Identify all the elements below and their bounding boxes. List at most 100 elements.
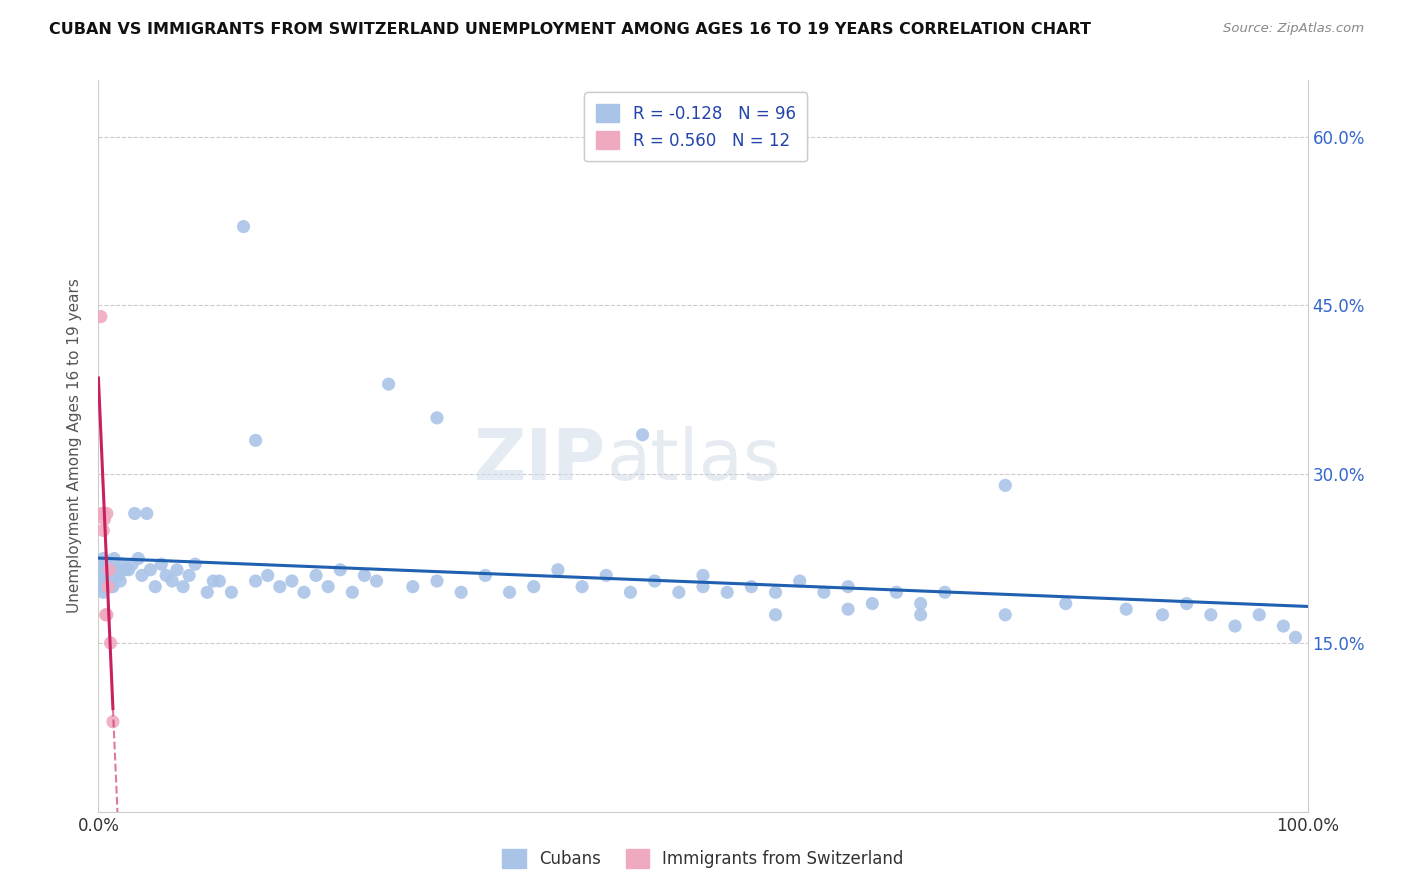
Point [837, 602, 859, 616]
Point [208, 574, 231, 588]
Point [619, 585, 641, 599]
Point [100, 563, 122, 577]
Point [402, 580, 425, 594]
Point [1223, 619, 1246, 633]
Point [103, 551, 125, 566]
Point [1175, 597, 1198, 611]
Point [1152, 607, 1174, 622]
Point [91, 580, 114, 594]
Point [172, 580, 194, 594]
Legend: R = -0.128   N = 96, R = 0.560   N = 12: R = -0.128 N = 96, R = 0.560 N = 12 [585, 92, 807, 161]
Point [245, 574, 267, 588]
Point [1272, 619, 1295, 633]
Point [377, 377, 399, 392]
Point [94, 607, 117, 622]
Point [118, 563, 141, 577]
Point [668, 585, 690, 599]
Point [91, 507, 114, 521]
Point [474, 568, 496, 582]
Point [89, 568, 111, 582]
Point [101, 580, 124, 594]
Point [131, 568, 153, 582]
Point [342, 585, 364, 599]
Point [90, 563, 112, 577]
Point [256, 568, 278, 582]
Point [232, 219, 254, 234]
Point [329, 563, 352, 577]
Point [124, 507, 146, 521]
Point [90, 557, 112, 571]
Point [692, 568, 714, 582]
Point [426, 574, 449, 588]
Point [96, 507, 118, 521]
Text: ZIP: ZIP [474, 426, 606, 495]
Point [91, 524, 114, 538]
Point [269, 580, 291, 594]
Point [94, 574, 117, 588]
Point [837, 580, 859, 594]
Point [221, 585, 243, 599]
Point [93, 568, 115, 582]
Point [91, 574, 114, 588]
Point [994, 607, 1017, 622]
Point [98, 563, 121, 577]
Point [93, 563, 115, 577]
Point [910, 597, 932, 611]
Point [886, 585, 908, 599]
Point [292, 585, 315, 599]
Point [155, 568, 177, 582]
Point [160, 574, 183, 588]
Point [111, 557, 134, 571]
Point [184, 557, 207, 571]
Point [765, 607, 787, 622]
Point [571, 580, 593, 594]
Point [305, 568, 328, 582]
Point [179, 568, 201, 582]
Legend: Cubans, Immigrants from Switzerland: Cubans, Immigrants from Switzerland [495, 843, 911, 875]
Point [195, 585, 218, 599]
Point [100, 636, 122, 650]
Point [93, 512, 115, 526]
Point [934, 585, 956, 599]
Point [316, 580, 339, 594]
Point [426, 410, 449, 425]
Point [1284, 630, 1306, 644]
Point [100, 580, 122, 594]
Point [143, 580, 166, 594]
Point [135, 507, 157, 521]
Point [91, 507, 114, 521]
Point [498, 585, 520, 599]
Point [91, 551, 114, 566]
Point [105, 563, 128, 577]
Point [127, 551, 149, 566]
Point [139, 563, 162, 577]
Point [994, 478, 1017, 492]
Point [97, 580, 120, 594]
Point [96, 607, 118, 622]
Point [631, 427, 654, 442]
Point [281, 574, 304, 588]
Point [813, 585, 835, 599]
Point [716, 585, 738, 599]
Point [1115, 602, 1137, 616]
Point [595, 568, 617, 582]
Point [166, 563, 188, 577]
Point [90, 310, 112, 324]
Point [121, 557, 143, 571]
Point [150, 557, 173, 571]
Point [1249, 607, 1271, 622]
Point [450, 585, 472, 599]
Point [1054, 597, 1077, 611]
Point [202, 574, 225, 588]
Point [366, 574, 388, 588]
Y-axis label: Unemployment Among Ages 16 to 19 years: Unemployment Among Ages 16 to 19 years [67, 278, 83, 614]
Text: Source: ZipAtlas.com: Source: ZipAtlas.com [1223, 22, 1364, 36]
Text: CUBAN VS IMMIGRANTS FROM SWITZERLAND UNEMPLOYMENT AMONG AGES 16 TO 19 YEARS CORR: CUBAN VS IMMIGRANTS FROM SWITZERLAND UNE… [49, 22, 1091, 37]
Point [94, 580, 117, 594]
Point [245, 434, 267, 448]
Point [1199, 607, 1222, 622]
Point [765, 585, 787, 599]
Point [910, 607, 932, 622]
Text: atlas: atlas [606, 426, 780, 495]
Point [101, 714, 124, 729]
